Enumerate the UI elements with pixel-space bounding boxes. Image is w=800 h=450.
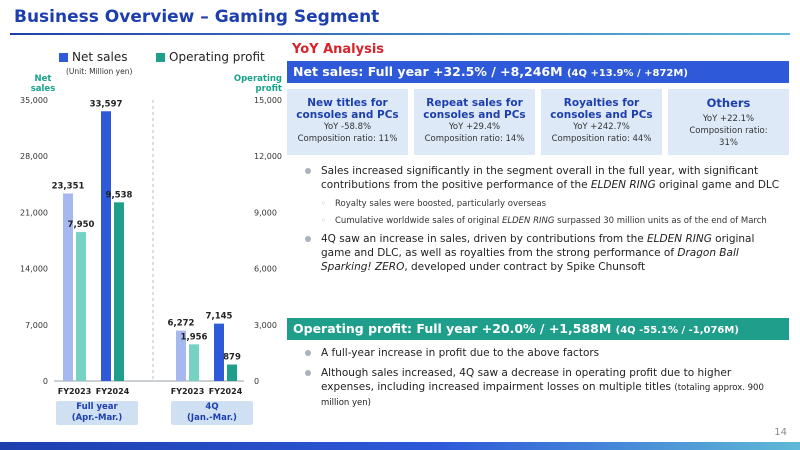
bar-operating-profit-1 (114, 202, 124, 381)
left-tick-0: 0 (43, 377, 48, 386)
left-tick-5: 35,000 (20, 96, 48, 105)
sales-sub-bullet-2: Cumulative worldwide sales of original E… (305, 215, 785, 227)
left-axis-title: Net sales (30, 74, 56, 94)
op-bullet-2: Although sales increased, 4Q saw a decre… (305, 366, 785, 410)
right-tick-5: 15,000 (254, 96, 282, 105)
label-net-sales-0: 23,351 (52, 182, 85, 192)
title-underline (10, 33, 790, 35)
label-operating-profit-1: 9,538 (106, 190, 133, 200)
sales-sub-bullet-1: Royalty sales were boosted, particularly… (305, 198, 785, 210)
sales-bullet-2: 4Q saw an increase in sales, driven by c… (305, 232, 785, 274)
bars (63, 111, 237, 381)
bar-operating-profit-0 (76, 232, 86, 381)
legend-operating-profit-swatch (156, 52, 165, 62)
bar-net-sales-0 (63, 193, 73, 381)
legend-net-sales-swatch (59, 52, 68, 62)
legend-net-sales-label: Net sales (72, 50, 128, 64)
right-tick-0: 0 (254, 377, 259, 386)
x-label-1: FY2024 (96, 387, 130, 396)
right-axis-ticks: 0 3,000 6,000 9,000 12,000 15,000 (254, 96, 282, 386)
bar-chart: 0 7,000 14,000 21,000 28,000 35,000 0 3,000 6,0… (20, 96, 282, 396)
yoy-analysis-title: YoY Analysis (292, 42, 385, 57)
operating-profit-banner: Operating profit: Full year +20.0% / +1,… (287, 318, 789, 340)
bar-net-sales-1 (101, 111, 111, 381)
x-label-3: FY2024 (209, 387, 243, 396)
legend-operating-profit-label: Operating profit (169, 50, 265, 64)
page-title: Business Overview – Gaming Segment (14, 7, 380, 27)
label-net-sales-2: 6,272 (168, 319, 195, 329)
label-operating-profit-3: 879 (223, 353, 241, 363)
bar-net-sales-3 (214, 323, 224, 381)
label-net-sales-3: 7,145 (206, 312, 233, 322)
right-tick-1: 3,000 (254, 321, 277, 330)
left-tick-3: 21,000 (20, 208, 48, 217)
card-royalties: Royalties for consoles and PCs YoY +242.… (541, 89, 662, 155)
bar-net-sales-2 (176, 330, 186, 381)
group-label-4q: 4Q (Jan.-Mar.) (171, 401, 253, 425)
left-axis-ticks: 0 7,000 14,000 21,000 28,000 35,000 (20, 96, 48, 386)
right-tick-4: 12,000 (254, 152, 282, 161)
card-new-titles: New titles for consoles and PCs YoY -58.… (287, 89, 408, 155)
left-tick-2: 14,000 (20, 265, 48, 274)
label-net-sales-1: 33,597 (90, 99, 123, 109)
operating-profit-bullets: A full-year increase in profit due to th… (305, 346, 785, 416)
group-label-full-year: Full year (Apr.-Mar.) (56, 401, 138, 425)
breakdown-cards: New titles for consoles and PCs YoY -58.… (287, 89, 789, 155)
right-tick-2: 6,000 (254, 265, 277, 274)
right-axis-title: Operating profit (233, 74, 282, 94)
footer-bar (0, 442, 800, 450)
bar-operating-profit-3 (227, 364, 237, 381)
label-operating-profit-2: 1,956 (181, 332, 208, 342)
sales-bullet-1: Sales increased significantly in the seg… (305, 164, 785, 192)
net-sales-bullets: Sales increased significantly in the seg… (305, 164, 785, 280)
value-labels: 23,351 7,950 33,597 9,538 6,272 1,956 7,145 879 (52, 99, 241, 362)
card-others: Others YoY +22.1% Composition ratio: 31% (668, 89, 789, 155)
label-operating-profit-0: 7,950 (68, 220, 95, 230)
bar-operating-profit-2 (189, 344, 199, 381)
x-labels: FY2023 FY2024 FY2023 FY2024 (58, 387, 243, 396)
page-number: 14 (774, 427, 787, 438)
legend-operating-profit: Operating profit (156, 50, 265, 64)
card-repeat-sales: Repeat sales for consoles and PCs YoY +2… (414, 89, 535, 155)
op-bullet-1: A full-year increase in profit due to th… (305, 346, 785, 360)
x-label-0: FY2023 (58, 387, 92, 396)
right-tick-3: 9,000 (254, 208, 277, 217)
left-tick-1: 7,000 (25, 321, 48, 330)
legend-net-sales: Net sales (59, 50, 127, 64)
unit-note: (Unit: Million yen) (66, 67, 133, 76)
net-sales-banner: Net sales: Full year +32.5% / +8,246M (4… (287, 61, 789, 83)
left-tick-4: 28,000 (20, 152, 48, 161)
x-label-2: FY2023 (171, 387, 205, 396)
